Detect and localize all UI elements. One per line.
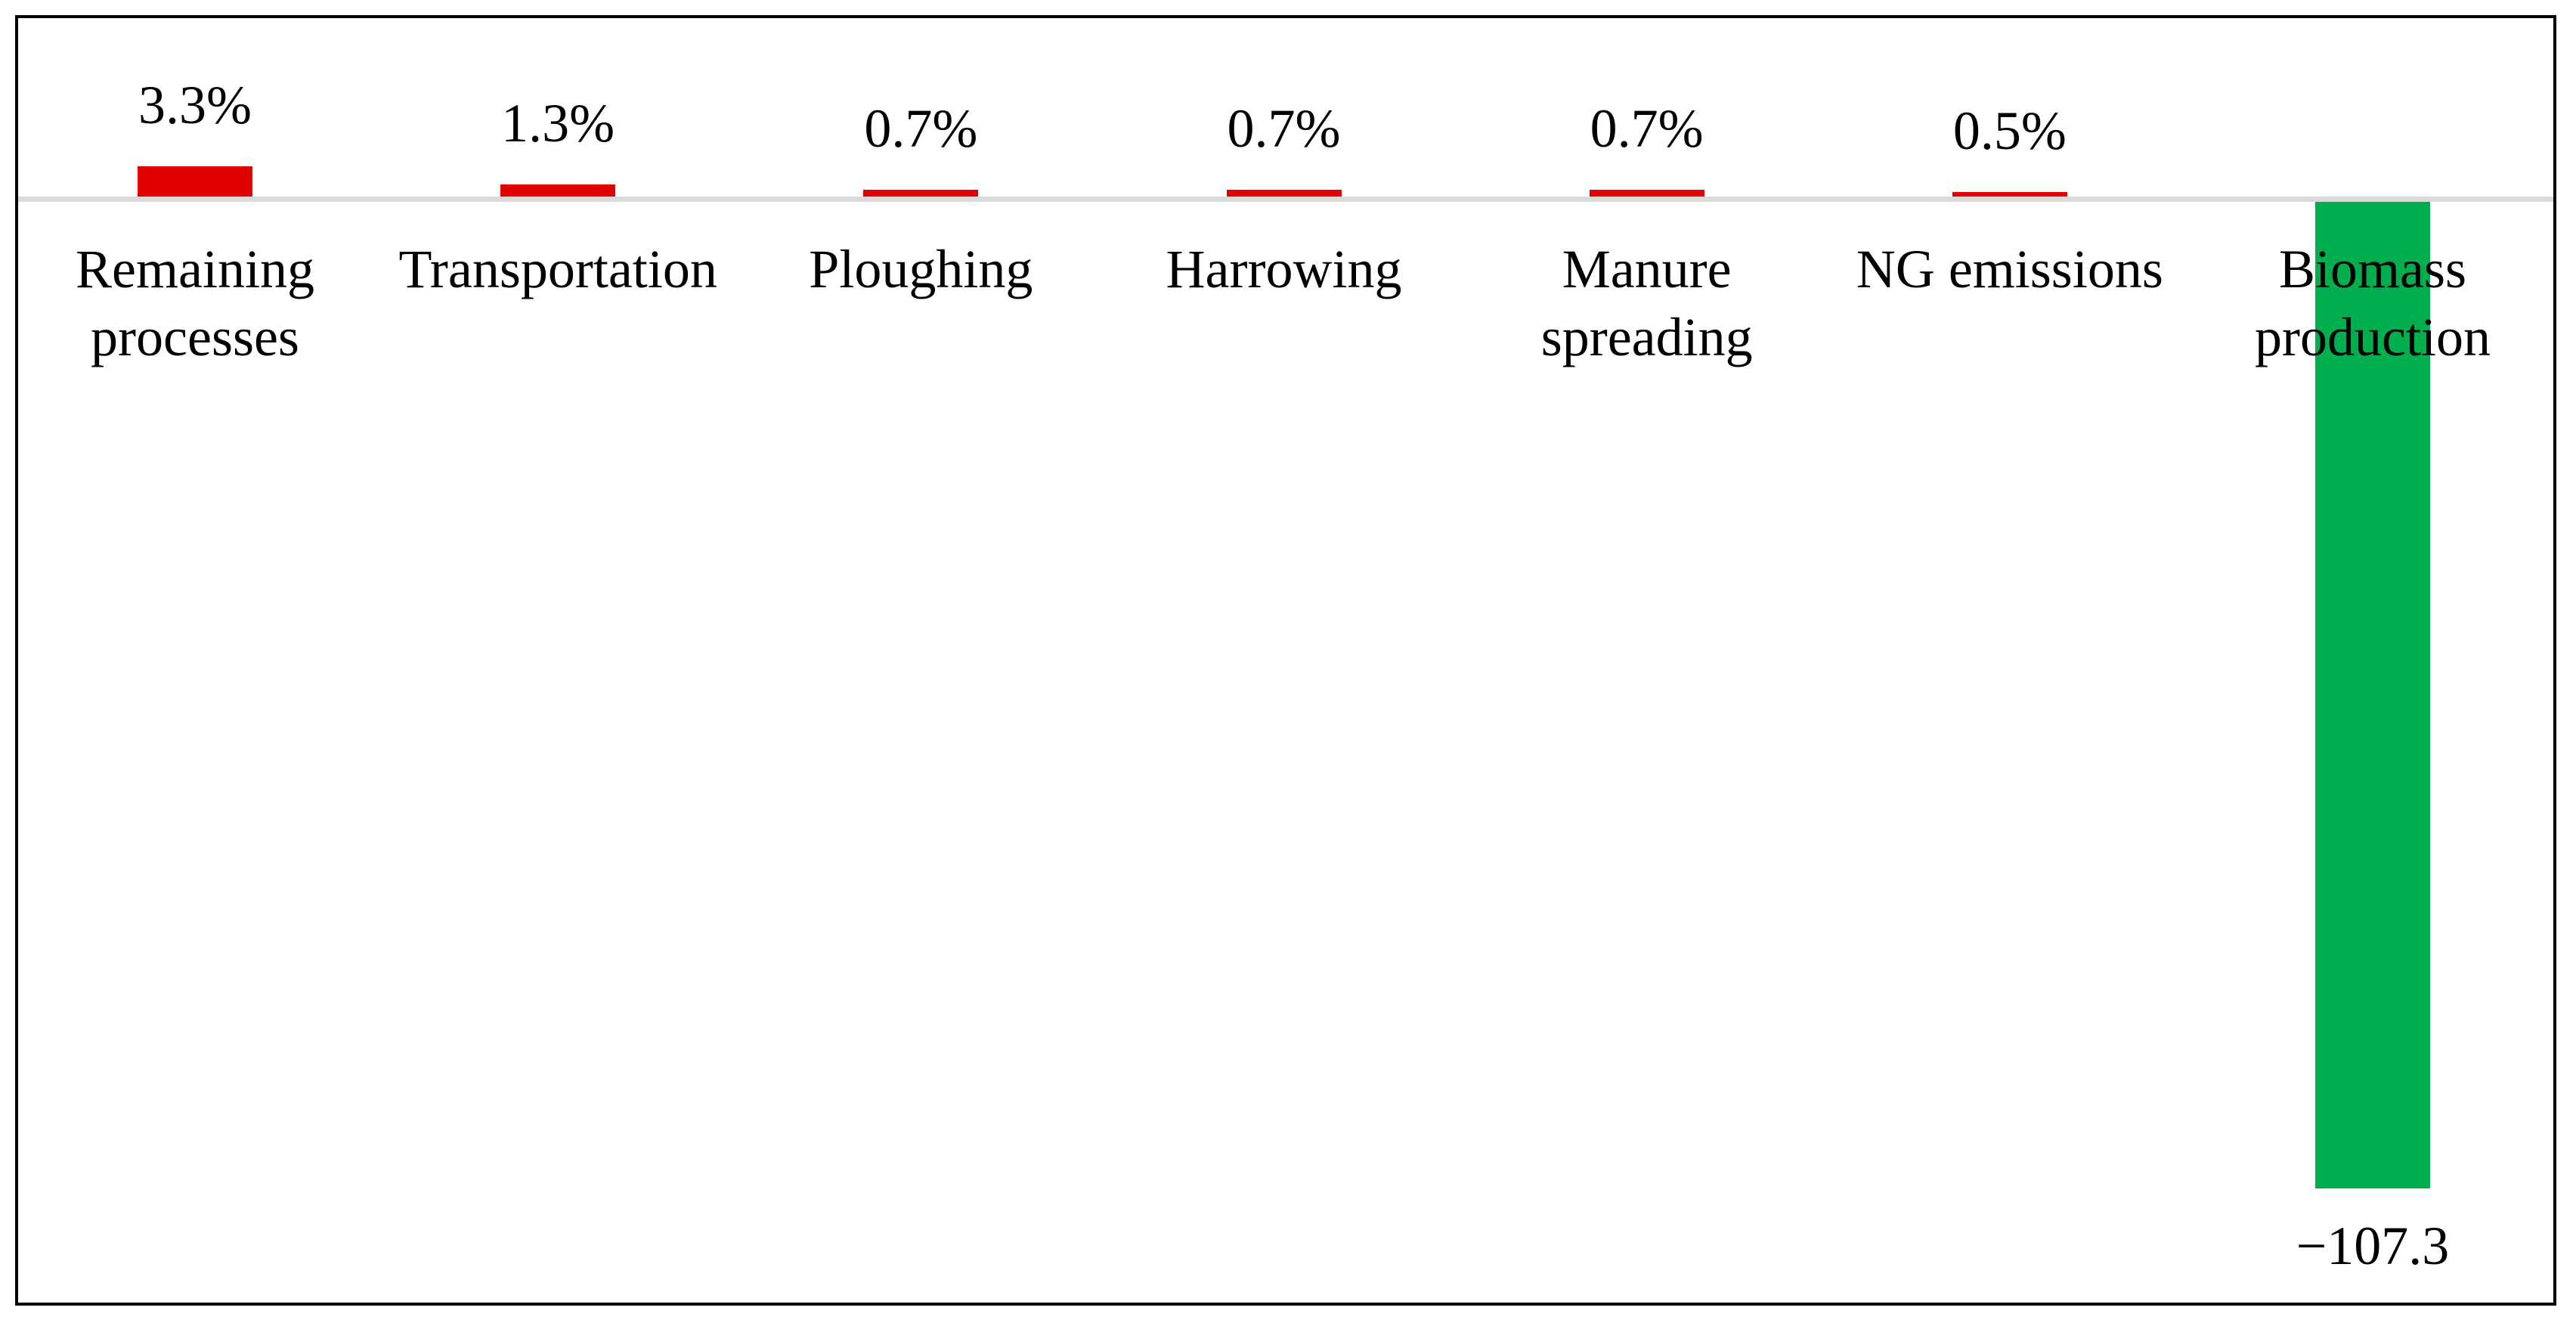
- category-label-biomass-production: Biomass production: [2255, 239, 2491, 367]
- bar-remaining-processes: [138, 166, 252, 197]
- bar-ploughing: [863, 190, 979, 197]
- bar-manure-spreading: [1589, 190, 1704, 197]
- category-label-transportation: Transportation: [398, 239, 717, 299]
- category-label-remaining-processes: Remaining processes: [76, 239, 314, 367]
- category-label-harrowing: Harrowing: [1166, 239, 1402, 299]
- data-label-ng-emissions: 0.5%: [1952, 100, 2067, 161]
- bar-transportation: [500, 184, 616, 197]
- bar-harrowing: [1226, 190, 1342, 197]
- data-label-biomass-production: −107.3: [2296, 1215, 2450, 1276]
- data-label-manure-spreading: 0.7%: [1590, 98, 1704, 160]
- category-label-manure-spreading: Manure spreading: [1540, 239, 1753, 367]
- bar-biomass-production: [2315, 202, 2431, 1188]
- zero-axis-line: [18, 197, 2553, 202]
- data-label-remaining-processes: 3.3%: [138, 74, 252, 135]
- category-label-ploughing: Ploughing: [809, 239, 1033, 299]
- category-label-ng-emissions: NG emissions: [1856, 239, 2163, 299]
- data-label-harrowing: 0.7%: [1227, 98, 1341, 160]
- data-label-ploughing: 0.7%: [864, 98, 978, 160]
- chart-frame: [15, 15, 2556, 1306]
- bar-ng-emissions: [1952, 191, 2067, 197]
- data-label-transportation: 1.3%: [501, 93, 615, 154]
